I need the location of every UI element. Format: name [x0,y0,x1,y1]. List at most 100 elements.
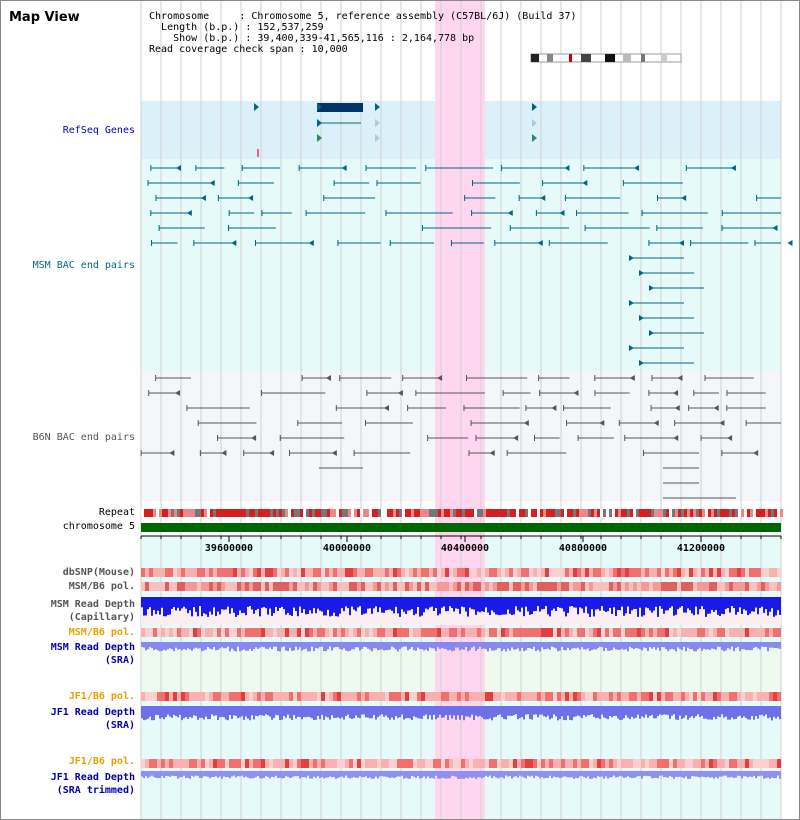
heatmap-cell [353,759,357,768]
heatmap-cell [445,692,449,701]
read-depth-bar [187,706,189,720]
heatmap-cell [417,582,421,591]
read-depth-bar [549,771,551,776]
read-depth-bar [493,597,495,613]
read-depth-bar [733,642,735,652]
heatmap-cell [317,582,321,591]
read-depth-bar [571,771,573,778]
msm-read-depth-cap-label[interactable]: MSM Read Depth [50,599,135,610]
heatmap-cell [605,568,609,577]
read-depth-bar [259,642,261,648]
refseq-genes-label[interactable]: RefSeq Genes [62,125,135,136]
read-depth-bar [363,706,365,715]
read-depth-bar [567,597,569,613]
read-depth-bar [585,597,587,607]
msm-bac-pair-marker [248,195,254,201]
read-depth-bar [333,706,335,718]
read-depth-bar [401,642,403,648]
repeat-segment [702,509,705,517]
jf1-b6-pol-trim-label[interactable]: JF1/B6 pol. [68,756,135,767]
heatmap-cell [365,628,369,637]
read-depth-bar [219,771,221,777]
read-depth-bar [423,706,425,716]
heatmap-cell [417,628,421,637]
heatmap-cell [433,628,437,637]
read-depth-bar [289,706,291,719]
b6n-bac-label[interactable]: B6N BAC end pairs [32,432,135,443]
heatmap-cell [157,759,161,768]
read-depth-bar [699,771,701,778]
read-depth-bar [265,597,267,609]
msm-bac-marker [629,255,634,261]
read-depth-bar [223,706,225,718]
read-depth-bar [341,771,343,777]
heatmap-cell [349,568,353,577]
msm-bac-label[interactable]: MSM BAC end pairs [32,260,135,271]
repeat-segment [729,509,732,517]
dbsnp-label[interactable]: dbSNP(Mouse) [62,567,135,578]
heatmap-cell [533,568,537,577]
read-depth-bar [701,597,703,607]
read-depth-bar [703,771,705,777]
read-depth-bar [735,642,737,648]
read-depth-bar [245,597,247,616]
read-depth-bar [341,642,343,650]
repeat-segment [735,509,738,517]
heatmap-cell [653,582,657,591]
read-depth-bar [443,597,445,607]
heatmap-cell [177,692,181,701]
read-depth-bar [771,771,773,778]
jf1-read-depth-trim-label[interactable]: JF1 Read Depth [50,772,135,783]
heatmap-cell [601,582,605,591]
read-depth-bar [361,771,363,778]
read-depth-bar [155,642,157,650]
read-depth-bar [241,642,243,651]
read-depth-bar [175,771,177,777]
read-depth-bar [249,642,251,649]
jf1-read-depth-label[interactable]: JF1 Read Depth [50,707,135,718]
heatmap-cell [161,568,165,577]
read-depth-bar [537,642,539,650]
msm-read-depth-sra-label[interactable]: MSM Read Depth [50,642,135,653]
heatmap-cell [185,692,189,701]
read-depth-bar [153,706,155,721]
read-depth-bar [171,642,173,650]
read-depth-bar [403,597,405,612]
read-depth-bar [425,642,427,650]
read-depth-bar [331,706,333,716]
read-depth-bar [481,642,483,649]
read-depth-bar [747,771,749,778]
read-depth-bar [543,642,545,650]
heatmap-cell [773,692,777,701]
read-depth-bar [443,706,445,718]
read-depth-bar [365,706,367,718]
heatmap-cell [365,759,369,768]
msm-b6-pol-label[interactable]: MSM/B6 pol. [68,581,135,592]
repeat-segment [510,509,513,517]
read-depth-bar [735,597,737,615]
heatmap-cell [593,568,597,577]
read-depth-bar [467,597,469,617]
heatmap-cell [237,759,241,768]
heatmap-cell [653,759,657,768]
heatmap-cell [461,759,465,768]
read-depth-bar [201,642,203,652]
heatmap-cell [421,759,425,768]
gene-marker [532,119,537,127]
heatmap-cell [201,568,205,577]
read-depth-bar [475,597,477,615]
heatmap-cell [329,582,333,591]
read-depth-bar [699,706,701,717]
repeat-segment [255,509,258,517]
read-depth-bar [179,706,181,715]
heatmap-cell [701,759,705,768]
read-depth-bar [177,771,179,779]
msm-b6-pol-sra-label[interactable]: MSM/B6 pol. [68,627,135,638]
heatmap-cell [469,568,473,577]
read-depth-bar [313,642,315,652]
read-depth-bar [505,642,507,652]
chromosome-key: Chromosome [149,11,210,22]
heatmap-cell [729,582,733,591]
repeat-segment [456,509,459,517]
jf1-b6-pol-label[interactable]: JF1/B6 pol. [68,691,135,702]
